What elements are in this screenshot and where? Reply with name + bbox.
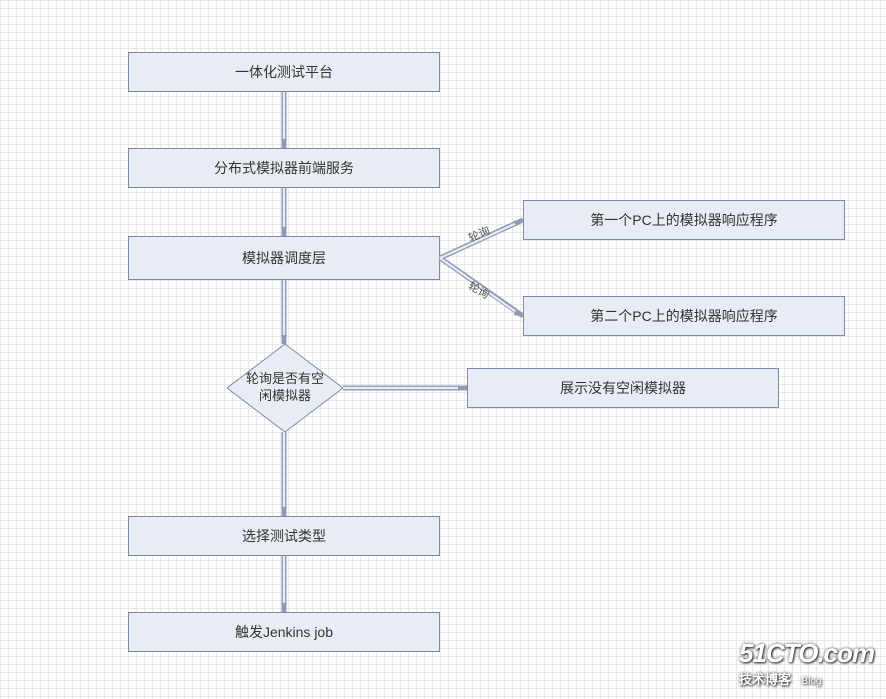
node-frontend: 分布式模拟器前端服务 [128, 148, 440, 188]
watermark: 51CTO.com 技术博客 Blog [739, 638, 874, 689]
watermark-tag: Blog [801, 676, 821, 687]
node-pc1-responder: 第一个PC上的模拟器响应程序 [523, 200, 845, 240]
edge-label-poll-2: 轮询 [465, 278, 492, 303]
node-label: 第二个PC上的模拟器响应程序 [590, 306, 777, 326]
node-label: 分布式模拟器前端服务 [214, 158, 354, 178]
node-label: 第一个PC上的模拟器响应程序 [590, 210, 777, 230]
node-poll-idle: 轮询是否有空 闲模拟器 [227, 344, 343, 432]
node-select-test: 选择测试类型 [128, 516, 440, 556]
node-platform: 一体化测试平台 [128, 52, 440, 92]
edge-label-poll-1: 轮询 [466, 222, 493, 246]
watermark-sub: 技术博客 [739, 672, 791, 687]
node-show-no-idle: 展示没有空闲模拟器 [467, 368, 779, 408]
node-label: 轮询是否有空 闲模拟器 [246, 371, 324, 405]
node-label: 模拟器调度层 [242, 248, 326, 268]
node-label: 触发Jenkins job [235, 622, 333, 642]
node-label: 展示没有空闲模拟器 [560, 378, 686, 398]
node-pc2-responder: 第二个PC上的模拟器响应程序 [523, 296, 845, 336]
watermark-main: 51CTO.com [739, 638, 874, 669]
node-trigger-jenkins: 触发Jenkins job [128, 612, 440, 652]
node-scheduler: 模拟器调度层 [128, 236, 440, 280]
edges-layer [0, 0, 886, 699]
node-label: 一体化测试平台 [235, 62, 333, 82]
node-label: 选择测试类型 [242, 526, 326, 546]
